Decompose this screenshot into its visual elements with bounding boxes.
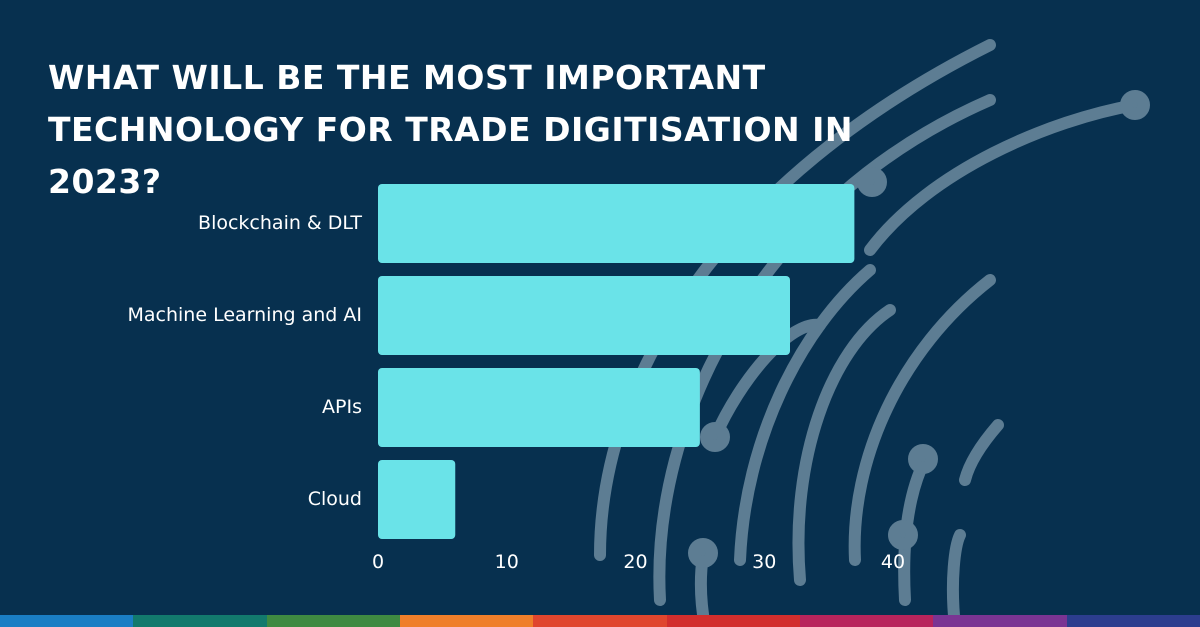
x-tick-label-2: 20 <box>623 551 647 573</box>
decor-dot-4 <box>908 444 938 474</box>
bottom-color-strip <box>0 615 1200 627</box>
x-tick-label-0: 0 <box>372 551 384 573</box>
decor-arc-4 <box>734 264 876 566</box>
bar-0 <box>378 184 855 263</box>
strip-segment-2 <box>266 615 400 627</box>
decor-dot-2 <box>1120 90 1150 120</box>
decor-dot-3 <box>700 422 730 452</box>
decor-arc-6 <box>792 304 896 586</box>
strip-segment-7 <box>933 615 1067 627</box>
decor-arc-7 <box>848 274 996 566</box>
x-tick-label-4: 40 <box>881 551 905 573</box>
x-tick-label-3: 30 <box>752 551 776 573</box>
strip-segment-5 <box>666 615 800 627</box>
bar-1 <box>378 276 790 355</box>
decor-arc-5 <box>709 318 826 443</box>
strip-segment-8 <box>1066 615 1200 627</box>
decor-arc-3 <box>864 99 1141 256</box>
strip-segment-0 <box>0 615 134 627</box>
decor-dot-5 <box>888 520 918 550</box>
category-label-3: Cloud <box>308 488 362 510</box>
decor-dot-1 <box>857 167 887 197</box>
category-labels: Blockchain & DLT Machine Learning and AI A… <box>128 212 363 510</box>
fingerprint-decoration <box>594 39 1150 627</box>
strip-segment-6 <box>799 615 934 627</box>
x-axis-ticks: 0 10 20 30 40 <box>372 551 905 573</box>
decor-arc-10 <box>946 529 966 627</box>
bar-group <box>378 184 855 539</box>
bar-2 <box>378 368 700 447</box>
strip-segment-1 <box>133 615 267 627</box>
strip-segment-3 <box>399 615 534 627</box>
strip-segment-4 <box>533 615 667 627</box>
category-label-1: Machine Learning and AI <box>128 304 363 326</box>
decor-dot-6 <box>688 538 718 568</box>
chart-title: WHAT WILL BE THE MOST IMPORTANT TECHNOLO… <box>48 58 854 201</box>
category-label-2: APIs <box>322 396 362 418</box>
decor-arc-9 <box>959 419 1004 486</box>
x-tick-label-1: 10 <box>495 551 519 573</box>
bar-3 <box>378 460 456 539</box>
category-label-0: Blockchain & DLT <box>198 212 362 234</box>
